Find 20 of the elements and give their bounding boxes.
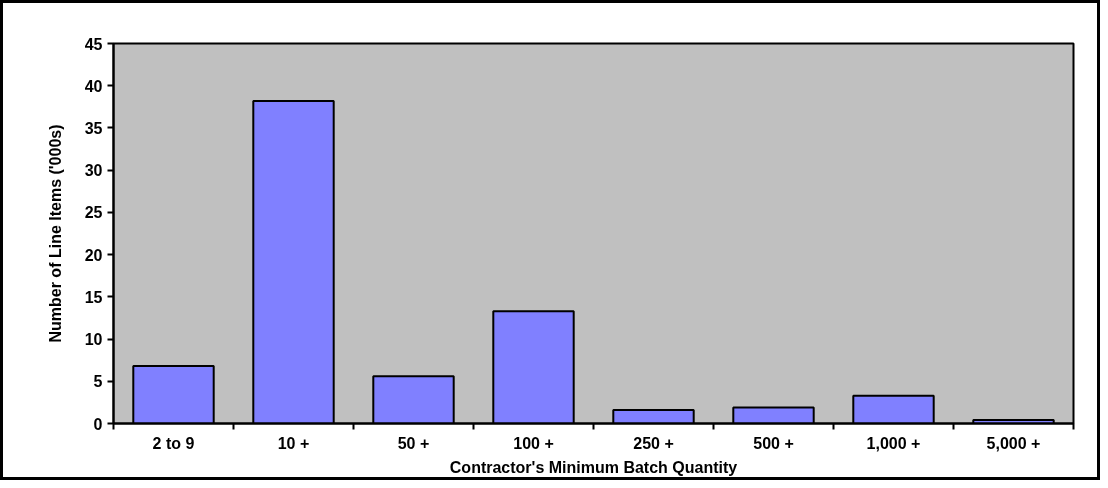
y-tick-label: 15: [84, 288, 103, 306]
x-tick-label: 500 +: [753, 434, 794, 452]
y-tick-label: 45: [84, 35, 103, 53]
y-tick-label: 25: [84, 204, 103, 222]
y-tick-label: 0: [93, 415, 103, 433]
x-tick-label: 5,000 +: [986, 434, 1041, 452]
y-tick-label: 35: [84, 119, 103, 137]
x-tick-label: 250 +: [633, 434, 674, 452]
y-tick-label: 5: [93, 373, 103, 391]
y-tick-label: 10: [84, 331, 103, 349]
y-axis-title: Number of Line Items ('000s): [46, 124, 64, 343]
x-axis-title: Contractor's Minimum Batch Quantity: [449, 458, 738, 476]
y-tick-label: 20: [84, 246, 103, 264]
x-tick-label: 10 +: [277, 434, 310, 452]
x-tick-label: 100 +: [513, 434, 554, 452]
x-tick-label: 2 to 9: [152, 434, 195, 452]
x-tick-label: 1,000 +: [866, 434, 921, 452]
y-tick-label: 30: [84, 162, 103, 180]
x-tick-label: 50 +: [397, 434, 430, 452]
y-tick-label: 40: [84, 77, 103, 95]
